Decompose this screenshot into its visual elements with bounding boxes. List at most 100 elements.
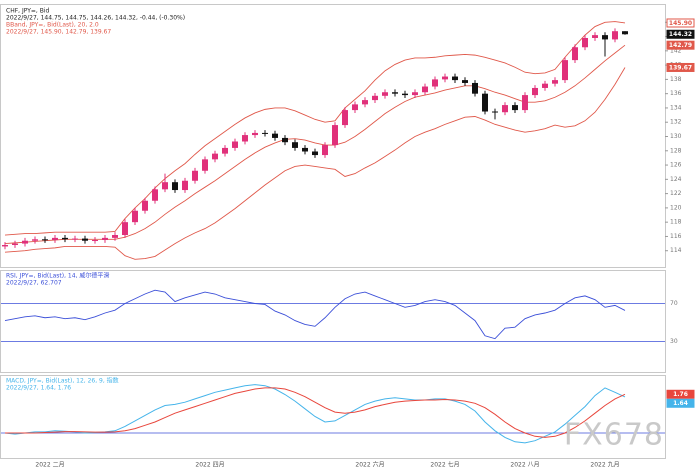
price-subtitle: 2022/9/27, 144.75, 144.75, 144.26, 144.3… (6, 15, 185, 22)
rsi-header: RSI, JPY=, Bid(Last), 14, 威尔德平滑 2022/9/2… (6, 272, 109, 287)
candle-body (502, 105, 508, 113)
macd-title: MACD, JPY=, Bid(Last), 12, 26, 9, 指数 (6, 377, 119, 385)
candle-body (542, 83, 548, 88)
rsi-line (4, 289, 626, 340)
y-tick-label: 132 (670, 119, 682, 126)
candle-body (372, 95, 378, 101)
candle-body (52, 237, 58, 241)
candle-body (202, 159, 208, 171)
x-tick-label: 2022 七月 (430, 461, 459, 469)
band-middle (4, 44, 626, 245)
candle-body (312, 151, 318, 156)
price-tag (666, 29, 695, 39)
x-tick-label: 2022 八月 (510, 462, 539, 469)
y-tick-label: 138 (670, 76, 682, 83)
price-tag-label: 145.90 (669, 20, 692, 27)
macd-line (4, 384, 626, 444)
macd-line (5, 387, 626, 438)
candle-body (142, 200, 148, 211)
candle-body (32, 239, 38, 241)
y-tick-label: 128 (670, 147, 682, 154)
price-tag-label: 1.64 (673, 400, 688, 407)
y-tick-label: 142 (670, 47, 682, 54)
x-tick-label: 2022 二月 (35, 462, 64, 469)
y-tick-label: 118 (670, 219, 682, 226)
candle-body (192, 170, 198, 181)
watermark: FX678 (564, 418, 664, 453)
candle-body (252, 132, 258, 136)
candle-body (232, 141, 238, 148)
candle-body (332, 125, 338, 146)
macd-subtitle: 2022/9/27, 1.64, 1.76 (6, 385, 71, 392)
price-tag (666, 18, 695, 28)
band-title: BBand, JPY=, Bid(Last), 20, 2.0 (6, 22, 99, 29)
macd-header: MACD, JPY=, Bid(Last), 12, 26, 9, 指数 202… (6, 377, 119, 392)
x-tick-label: 2022 四月 (195, 462, 224, 469)
price-tag-label: 139.67 (669, 64, 692, 71)
candle-body (382, 92, 388, 96)
candle-body (612, 31, 618, 40)
y-tick-label: 70 (670, 300, 678, 307)
candle-body (322, 145, 328, 156)
candle-body (462, 80, 468, 83)
candle-body (132, 210, 138, 223)
y-tick-label: 122 (670, 190, 682, 197)
candle-body (212, 153, 218, 160)
price-header: CHF, JPY=, Bid 2022/9/27, 144.75, 144.75… (6, 8, 185, 36)
y-tick-label: 30 (670, 338, 678, 345)
rsi-title: RSI, JPY=, Bid(Last), 14, 威尔德平滑 (6, 272, 109, 280)
price-tag (666, 40, 695, 50)
price-tag-label: 1.76 (673, 391, 688, 398)
candle-body (402, 93, 408, 96)
candle-body (512, 105, 518, 111)
candle-body (72, 238, 78, 240)
band-subtitle: 2022/9/27, 145.90, 142.79, 139.67 (6, 29, 111, 36)
candle-body (222, 147, 228, 154)
candle-body (182, 180, 188, 191)
y-tick-label: 130 (670, 133, 682, 140)
candle-body (442, 76, 448, 80)
candle-body (12, 243, 18, 246)
candle-body (482, 93, 488, 112)
y-tick-label: 126 (670, 162, 682, 169)
candle-body (22, 240, 28, 244)
candle-body (582, 37, 588, 48)
candle-body (92, 240, 98, 242)
candle-body (42, 239, 48, 241)
candle-body (2, 245, 8, 247)
rsi-subtitle: 2022/9/27, 62.707 (6, 280, 62, 287)
x-axis: 2022 二月 2022 四月 2022 六月 2022 七月 2022 八月 … (35, 461, 619, 469)
band-upper (4, 21, 626, 236)
candle-body (272, 133, 278, 138)
price-tag-label: 144.32 (669, 31, 692, 38)
candle-body (572, 47, 578, 61)
candle-body (562, 60, 568, 81)
candle-body (172, 182, 178, 191)
price-tag (666, 398, 695, 408)
candle-body (602, 35, 608, 40)
candle-body (532, 87, 538, 96)
candle-body (282, 137, 288, 143)
candle-body (152, 189, 158, 201)
candle-body (302, 147, 308, 152)
candle-body (82, 238, 88, 241)
candle-body (122, 222, 128, 236)
x-tick-label: 2022 九月 (590, 461, 619, 469)
y-tick-label: 120 (670, 204, 682, 211)
price-tag (666, 389, 695, 399)
candle-body (592, 35, 598, 38)
y-tick-label: 116 (670, 233, 682, 240)
candle-body (342, 110, 348, 126)
price-tag-label: 142.79 (669, 42, 692, 49)
candle-body (412, 92, 418, 96)
candle-body (112, 235, 118, 238)
y-tick-label: 136 (670, 90, 682, 97)
candle-body (452, 76, 458, 81)
price-title: CHF, JPY=, Bid (6, 8, 50, 15)
y-tick-label: 114 (670, 247, 682, 254)
candle-body (492, 111, 498, 113)
y-tick-label: 134 (670, 104, 682, 111)
band-lower (4, 67, 626, 260)
x-tick-label: 2022 六月 (355, 461, 384, 469)
